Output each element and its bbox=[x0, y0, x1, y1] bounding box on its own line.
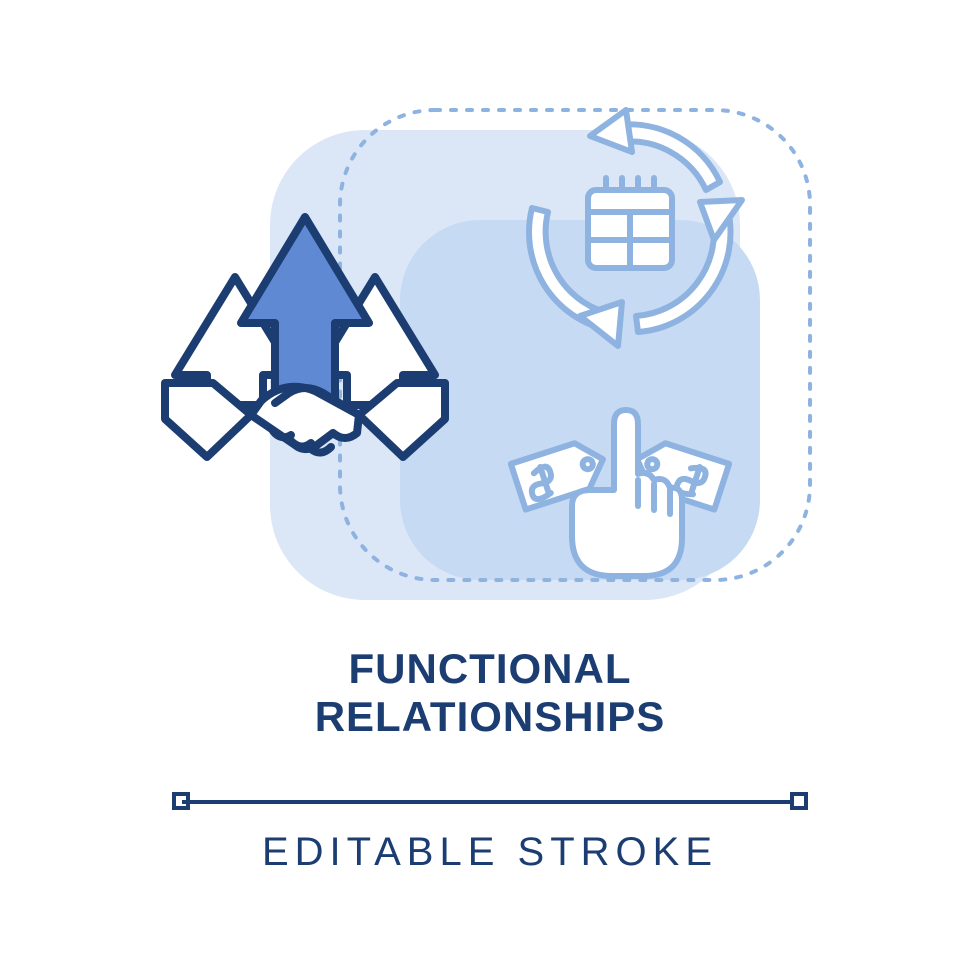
infographic-canvas: FUNCTIONAL RELATIONSHIPS EDITABLE STROKE bbox=[0, 0, 980, 980]
divider-line bbox=[182, 800, 798, 804]
divider-end-right bbox=[790, 792, 808, 810]
title-line-2: RELATIONSHIPS bbox=[0, 693, 980, 741]
subtitle: EDITABLE STROKE bbox=[0, 830, 980, 875]
title: FUNCTIONAL RELATIONSHIPS bbox=[0, 645, 980, 742]
title-line-1: FUNCTIONAL bbox=[0, 645, 980, 693]
illustration bbox=[0, 60, 980, 700]
divider bbox=[172, 792, 808, 812]
